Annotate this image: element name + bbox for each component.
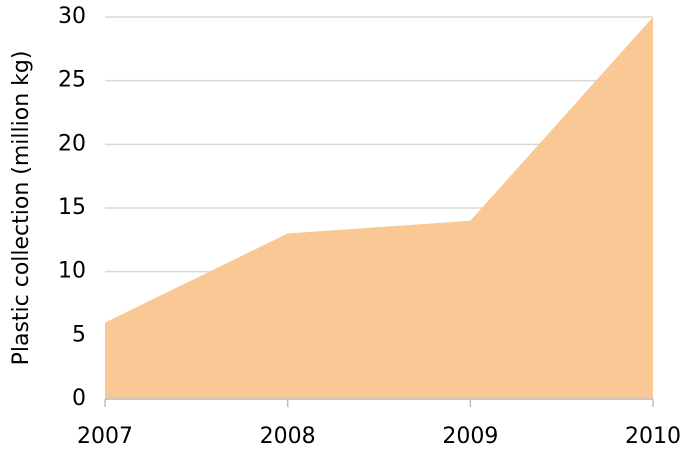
y-tick-label: 25 (58, 68, 86, 93)
x-tick-label: 2010 (625, 424, 681, 449)
x-tick-label: 2007 (77, 424, 133, 449)
x-tick-label: 2008 (260, 424, 316, 449)
y-axis-label: Plastic collection (million kg) (9, 51, 34, 366)
x-tick-label: 2009 (442, 424, 498, 449)
y-tick-label: 5 (72, 322, 86, 347)
y-tick-label: 0 (72, 386, 86, 411)
y-tick-label: 15 (58, 195, 86, 220)
area (105, 17, 653, 399)
y-tick-label: 10 (58, 259, 86, 284)
y-tick-label: 30 (58, 4, 86, 29)
y-tick-label: 20 (58, 131, 86, 156)
